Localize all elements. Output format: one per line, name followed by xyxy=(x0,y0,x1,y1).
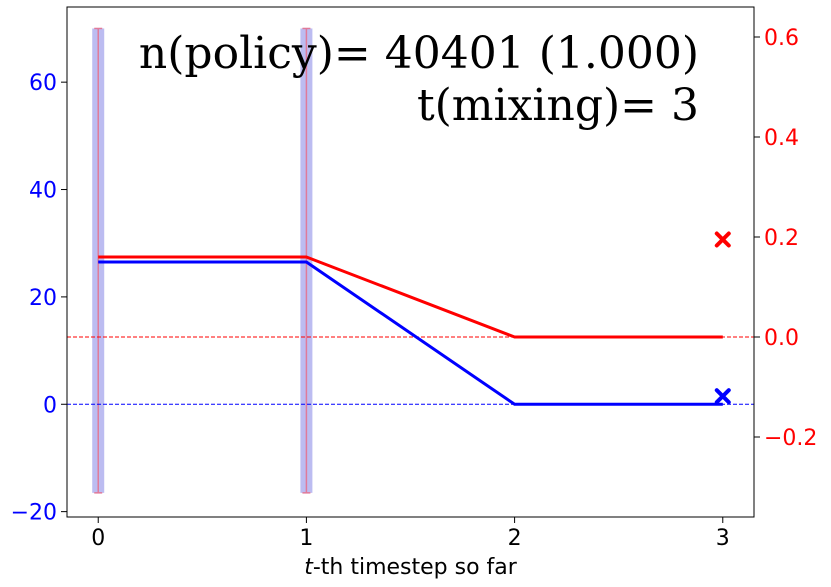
x-tick-label: 1 xyxy=(299,526,313,551)
series-line-right xyxy=(98,255,723,339)
left-y-axis: −20 0 20 40 60 xyxy=(11,7,68,526)
x-tick-label: 2 xyxy=(508,526,522,551)
left-tick-label: 60 xyxy=(29,71,57,96)
annotation-policy: n(policy)= 40401 (1.000) xyxy=(139,28,699,79)
x-axis-label: t-th timestep so far xyxy=(304,555,518,580)
marker-left xyxy=(714,388,731,405)
plot-area xyxy=(67,27,754,494)
left-tick-label: 40 xyxy=(29,179,57,204)
left-tick-label: 20 xyxy=(29,286,57,311)
x-tick-label: 0 xyxy=(91,526,105,551)
annotation-mixing: t(mixing)= 3 xyxy=(417,80,699,131)
right-y-axis: −0.2 0.0 0.2 0.4 0.6 xyxy=(753,7,817,517)
marker-stroke xyxy=(714,231,731,248)
series-line-left xyxy=(98,260,723,406)
marker-right xyxy=(714,231,731,248)
x-axis: 0 1 2 3 xyxy=(91,517,730,551)
right-tick-label: 0.6 xyxy=(764,26,799,51)
x-tick-label: 3 xyxy=(716,526,730,551)
left-tick-label: −20 xyxy=(11,501,57,526)
right-tick-label: 0.0 xyxy=(764,326,799,351)
marker-stroke xyxy=(714,388,731,405)
right-tick-label: 0.2 xyxy=(764,226,799,251)
right-tick-label: 0.4 xyxy=(764,126,799,151)
right-tick-label: −0.2 xyxy=(764,426,817,451)
left-tick-label: 0 xyxy=(43,393,57,418)
